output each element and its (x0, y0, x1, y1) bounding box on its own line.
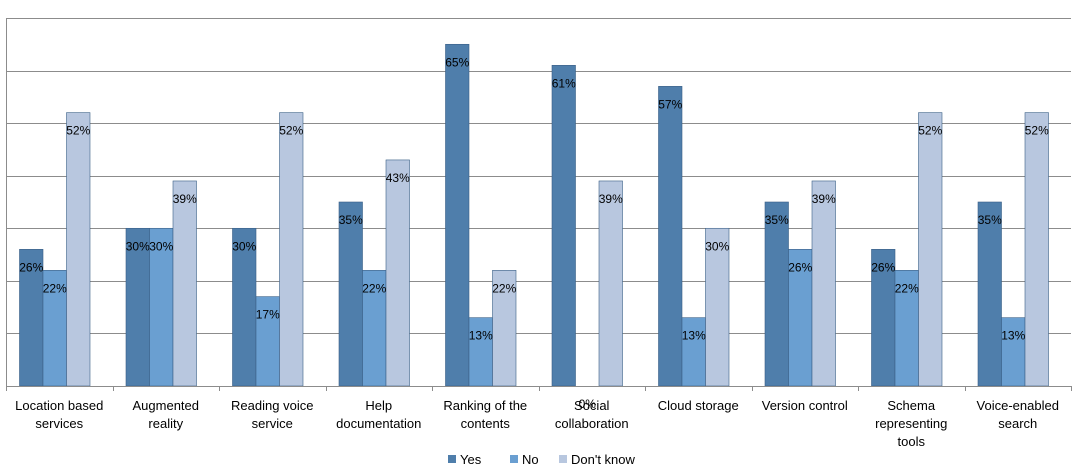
bar-don-t-know (598, 180, 623, 387)
category-label: Augmented reality (133, 398, 200, 431)
data-label: 13% (469, 329, 493, 343)
data-label: 39% (812, 192, 836, 206)
data-label: 52% (918, 124, 942, 138)
bar-don-t-know (279, 112, 304, 387)
data-label: 35% (765, 213, 789, 227)
bar-don-t-know (811, 180, 836, 387)
x-axis: Location based services Augmented reality Re… (6, 18, 1072, 449)
bar-don-t-know (172, 180, 197, 387)
bar-don-t-know (66, 112, 91, 387)
data-label: 22% (43, 281, 67, 295)
data-label: 30% (705, 239, 729, 253)
legend-swatch (448, 455, 456, 463)
bar-yes (658, 86, 683, 387)
bar-don-t-know (1024, 112, 1049, 387)
data-label: 52% (66, 124, 90, 138)
bar-yes (338, 201, 363, 387)
data-labels: 26%30% 30%35%65%61%57%35%26%35%22%30%17%2… (19, 55, 1049, 411)
legend-item-no: No (510, 452, 539, 467)
data-label: 35% (978, 213, 1002, 227)
data-label: 0% (579, 397, 597, 411)
category-label: Schema representing tools (875, 398, 947, 449)
data-label: 22% (895, 281, 919, 295)
data-label: 26% (19, 260, 43, 274)
category-label: Voice-enabled search (977, 398, 1059, 431)
data-label: 22% (362, 281, 386, 295)
legend: Yes No Don't know (448, 452, 636, 467)
data-label: 61% (552, 76, 576, 90)
data-label: 35% (339, 213, 363, 227)
legend-item-yes: Yes (448, 452, 482, 467)
data-label: 30% (126, 239, 150, 253)
data-label: 57% (658, 97, 682, 111)
category-label: Ranking of the contents (443, 398, 527, 431)
bar-yes (977, 201, 1002, 387)
data-label: 52% (279, 124, 303, 138)
data-label: 13% (682, 329, 706, 343)
category-label: Version control (762, 398, 848, 413)
data-label: 43% (386, 171, 410, 185)
data-label: 30% (149, 239, 173, 253)
bars (19, 43, 1049, 387)
data-label: 26% (871, 260, 895, 274)
data-label: 39% (599, 192, 623, 206)
legend-item-don-t-know: Don't know (559, 452, 636, 467)
data-label: 65% (445, 55, 469, 69)
data-label: 39% (173, 192, 197, 206)
bar-yes (551, 65, 576, 387)
data-label: 17% (256, 308, 280, 322)
category-label: Cloud storage (658, 398, 739, 413)
legend-swatch (510, 455, 518, 463)
legend-swatch (559, 455, 567, 463)
category-label: Social collaboration (555, 398, 629, 431)
legend-label: Don't know (571, 452, 636, 467)
bar-don-t-know (385, 159, 410, 387)
data-label: 30% (232, 239, 256, 253)
category-label: Reading voice service (231, 398, 313, 431)
bar-don-t-know (918, 112, 943, 387)
data-label: 22% (492, 281, 516, 295)
data-label: 26% (788, 260, 812, 274)
category-label: Location based services (15, 398, 103, 431)
data-label: 52% (1025, 124, 1049, 138)
category-label: Help documentation (336, 398, 421, 431)
bar-yes (445, 43, 470, 387)
legend-label: No (522, 452, 539, 467)
bar-yes (764, 201, 789, 387)
data-label: 13% (1001, 329, 1025, 343)
legend-label: Yes (460, 452, 482, 467)
